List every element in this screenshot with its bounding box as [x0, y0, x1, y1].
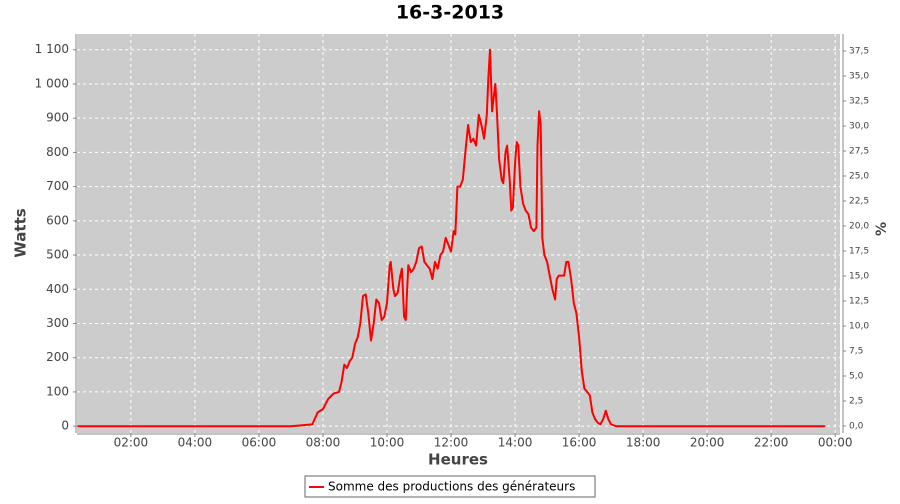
y-tick-label: 800: [46, 145, 69, 159]
y-tick-label: 400: [46, 282, 69, 296]
y-tick-label: 300: [46, 316, 69, 330]
y-tick-label: 700: [46, 179, 69, 193]
y2-tick-label: 2,5: [849, 397, 863, 407]
y2-axis-label: %: [874, 222, 890, 236]
y-tick-label: 600: [46, 213, 69, 227]
y2-tick-label: 25,0: [849, 172, 869, 182]
y2-tick-label: 37,5: [849, 47, 869, 57]
x-tick-label: 12:00: [434, 436, 469, 450]
y-tick-label: 900: [46, 111, 69, 125]
y2-tick-label: 30,0: [849, 122, 869, 132]
x-tick-label: 10:00: [370, 436, 405, 450]
y2-tick-label: 5,0: [849, 372, 864, 382]
y2-tick-label: 27,5: [849, 147, 869, 157]
y-tick-label: 500: [46, 248, 69, 262]
y2-tick-label: 0,0: [849, 422, 864, 432]
y-tick-label: 1 100: [35, 42, 69, 56]
y2-tick-label: 20,0: [849, 222, 869, 232]
y2-tick-label: 32,5: [849, 97, 869, 107]
x-tick-label: 04:00: [178, 436, 213, 450]
plot-area: [77, 34, 840, 433]
y2-tick-label: 10,0: [849, 322, 869, 332]
x-tick-label: 22:00: [754, 436, 789, 450]
y2-tick-label: 35,0: [849, 72, 869, 82]
y-tick-label: 1 000: [35, 76, 69, 90]
x-axis-label: Heures: [428, 451, 488, 469]
x-tick-label: 06:00: [242, 436, 277, 450]
x-tick-label: 20:00: [690, 436, 725, 450]
y-tick-label: 100: [46, 384, 69, 398]
x-tick-label: 16:00: [562, 436, 597, 450]
chart-title: 16-3-2013: [396, 2, 504, 24]
x-tick-label: 18:00: [626, 436, 661, 450]
legend-box: [304, 475, 596, 498]
series-line: [77, 48, 826, 428]
x-tick-label: 14:00: [498, 436, 533, 450]
y2-tick-label: 22,5: [849, 197, 869, 207]
y-tick-label: 0: [61, 419, 69, 433]
x-tick-label: 02:00: [114, 436, 149, 450]
legend: Somme des productions des générateurs: [304, 475, 596, 498]
y2-tick-label: 12,5: [849, 297, 869, 307]
y2-tick-label: 7,5: [849, 347, 863, 357]
legend-label: Somme des productions des générateurs: [328, 480, 575, 494]
y-axis-label: Watts: [12, 208, 30, 257]
x-tick-label: 00:00: [818, 436, 853, 450]
y-tick-label: 200: [46, 350, 69, 364]
x-tick-label: 08:00: [306, 436, 341, 450]
y2-tick-label: 17,5: [849, 247, 869, 257]
y2-tick-label: 15,0: [849, 272, 869, 282]
